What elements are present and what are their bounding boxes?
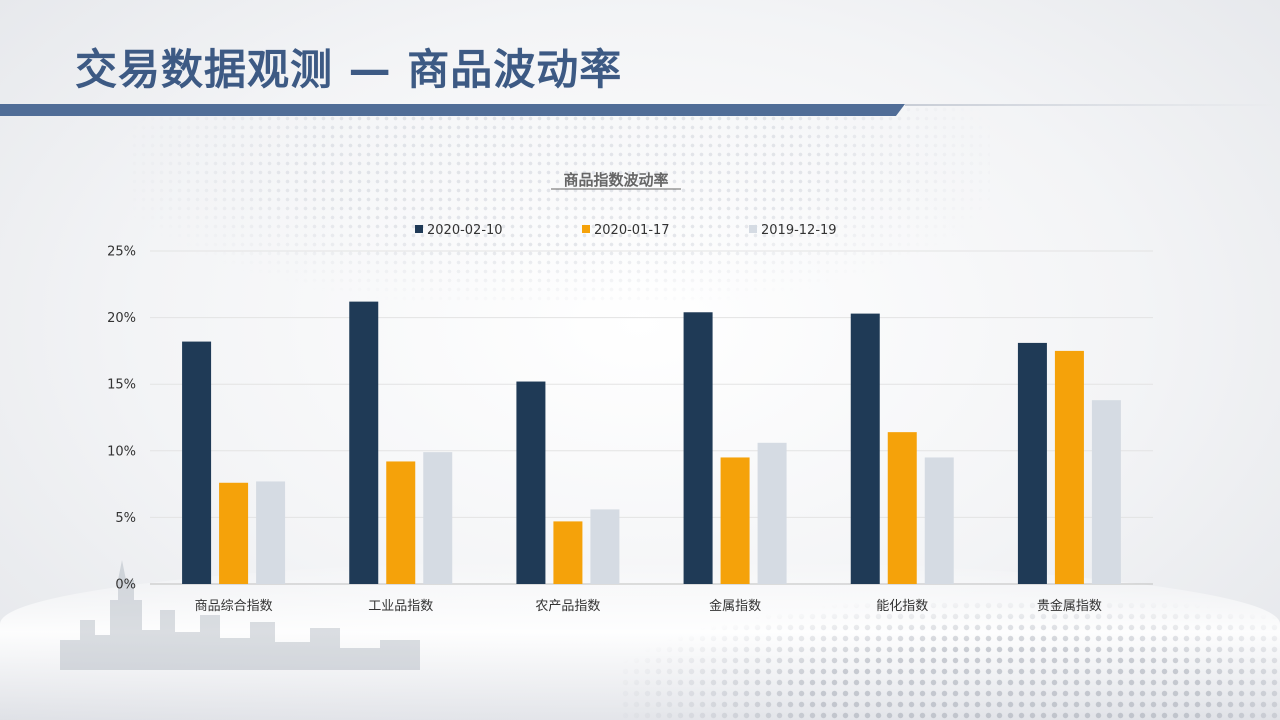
chart-title: 商品指数波动率 [563,171,668,189]
bar [757,442,787,584]
legend-swatch [749,225,757,233]
y-tick-label: 25% [107,245,136,260]
bar [423,452,453,584]
title-underline-thin [905,104,1280,106]
background-skyline [60,560,420,670]
x-tick-label: 能化指数 [876,599,928,614]
background-dot-pattern [620,600,1280,720]
y-tick-label: 10% [107,444,136,459]
page-title: 交易数据观测 — 商品波动率 [75,45,623,94]
legend-label: 2020-02-10 [427,223,503,238]
background-dot-map [130,105,990,305]
x-tick-label: 工业品指数 [368,599,433,614]
legend-swatch [415,225,423,233]
bar [924,457,954,584]
bar [1054,350,1084,584]
bar [256,481,286,584]
bar [850,313,880,584]
bar [1091,400,1121,584]
y-tick-label: 20% [107,311,136,326]
x-tick-label: 金属指数 [709,598,761,614]
legend-swatch [582,225,590,233]
bar [182,341,212,584]
bar [516,381,546,584]
bar [590,509,620,584]
legend-label: 2019-12-19 [761,223,837,238]
bar [683,312,713,584]
y-tick-label: 0% [115,578,136,593]
bar [553,521,583,584]
x-tick-label: 商品综合指数 [195,599,273,614]
x-tick-label: 贵金属指数 [1037,598,1102,614]
bar [1017,342,1047,584]
x-tick-label: 农产品指数 [535,599,600,614]
bar [349,301,379,584]
bar [219,482,249,584]
y-tick-label: 15% [107,378,136,393]
bar [386,461,416,584]
bar [887,432,917,584]
bar [720,457,750,584]
legend-label: 2020-01-17 [594,223,670,238]
title-underline-bar [0,104,905,116]
y-tick-label: 5% [115,511,136,526]
